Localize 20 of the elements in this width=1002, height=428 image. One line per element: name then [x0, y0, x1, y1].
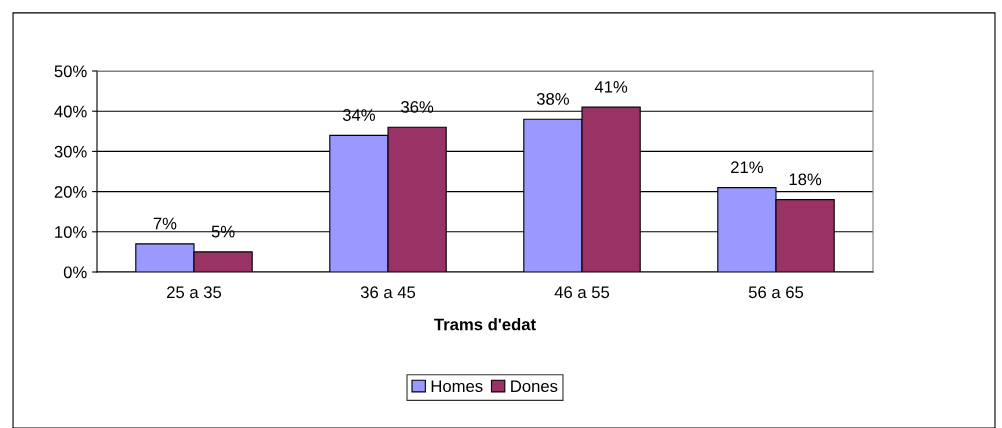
y-tick-label: 0%	[63, 266, 87, 279]
y-tick-label: 20%	[54, 186, 87, 198]
y-tick-label: 40%	[54, 105, 87, 118]
x-axis-title: Trams d'edat	[434, 318, 536, 331]
y-tick-label: 50%	[54, 65, 87, 78]
x-tick-label: 25 a 35	[167, 286, 222, 299]
text: 18%	[789, 173, 822, 186]
y-tick-label: 10%	[55, 226, 87, 238]
text: 38%	[536, 93, 569, 105]
legend-label: Homes	[431, 380, 483, 393]
text: 36%	[401, 101, 434, 113]
x-tick-label: 56 a 65	[748, 286, 804, 299]
x-tick-label: 36 a 45	[360, 286, 416, 299]
text: 7%	[153, 217, 177, 230]
y-tick-label: 30%	[54, 145, 87, 158]
legend-label: Dones	[511, 380, 558, 393]
text: 41%	[594, 81, 628, 93]
text: 34%	[342, 109, 375, 121]
text: 21%	[731, 161, 763, 174]
x-tick-label: 46 a 55	[554, 286, 610, 299]
